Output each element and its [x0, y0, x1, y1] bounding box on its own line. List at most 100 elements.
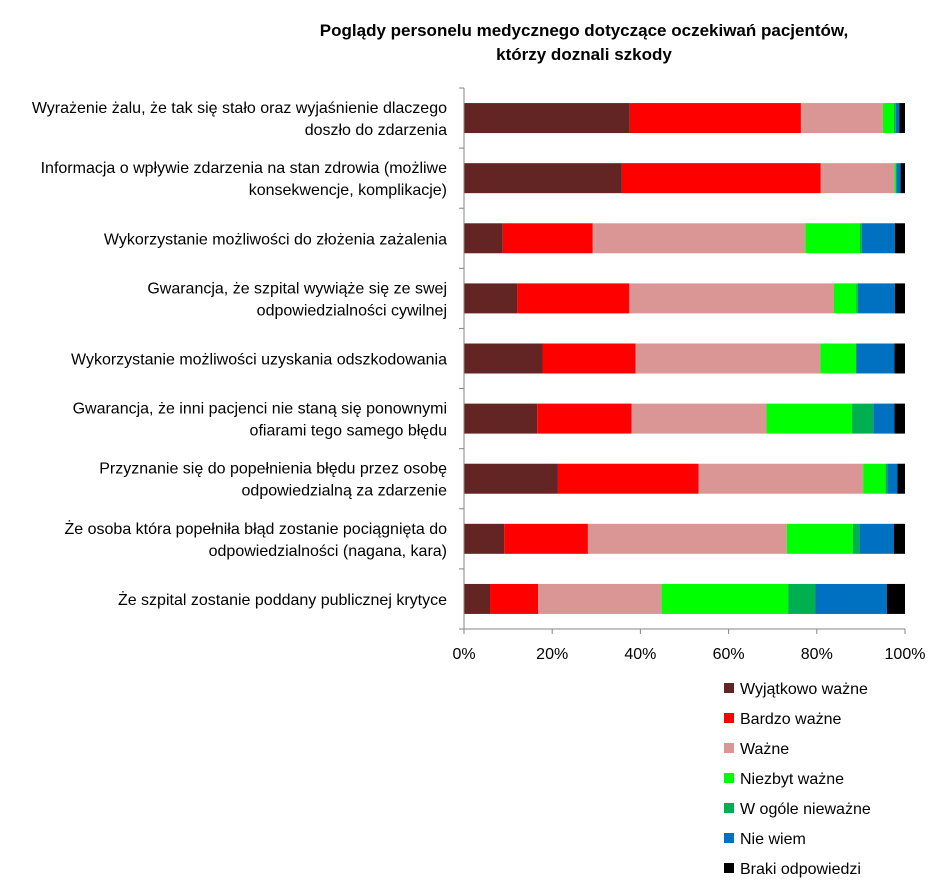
legend-swatch — [724, 683, 734, 693]
bar-segment — [661, 583, 789, 614]
legend-swatch — [724, 833, 734, 843]
bar-segment — [557, 463, 699, 494]
bar-segment — [788, 583, 816, 614]
bar-segment — [587, 523, 787, 554]
bar-segment — [894, 283, 905, 314]
category-label: Że osoba która popełniła błąd zostanie p… — [65, 519, 448, 538]
bar-segment — [786, 523, 853, 554]
bar-segment — [537, 403, 632, 434]
category-label: Wykorzystanie możliwości uzyskania odszk… — [71, 352, 447, 369]
bar-segment — [805, 223, 861, 254]
bar-segment — [629, 283, 834, 314]
bar-segment — [800, 103, 883, 134]
bar-segment — [629, 103, 801, 134]
category-label: Wyrażenie żalu, że tak się stało oraz wy… — [32, 100, 447, 117]
category-label: Wykorzystanie możliwości do złożenia zaż… — [104, 231, 447, 248]
legend-label: Wyjątkowo ważne — [740, 681, 868, 698]
bar-segment — [861, 223, 895, 254]
bar-segment — [873, 403, 895, 434]
bar-segment — [464, 163, 622, 194]
bar-segment — [895, 163, 897, 194]
category-label: odpowiedzialną za zdarzenie — [242, 483, 448, 500]
legend-swatch — [724, 773, 734, 783]
legend-swatch — [724, 743, 734, 753]
bar-segment — [464, 523, 505, 554]
chart-title-line: Poglądy personelu medycznego dotyczące o… — [320, 21, 848, 40]
bar-segment — [464, 103, 630, 134]
bar-segment — [698, 463, 864, 494]
bar-segment — [504, 523, 588, 554]
bar-segment — [538, 583, 662, 614]
bar-segment — [490, 583, 539, 614]
category-label: Informacja o wpływie zdarzenia na stan z… — [41, 160, 447, 177]
bar-segment — [852, 523, 860, 554]
category-label: Gwarancja, że szpital wywiąże się ze swe… — [147, 280, 447, 297]
bar-segment — [863, 463, 886, 494]
legend-swatch — [724, 803, 734, 813]
x-tick-label: 0% — [452, 646, 475, 663]
bar-segment — [895, 103, 900, 134]
bar-segment — [464, 583, 491, 614]
bar-segment — [621, 163, 821, 194]
bar-segment — [464, 223, 503, 254]
bar-segment — [894, 343, 905, 374]
bar-segment — [897, 463, 905, 494]
bar-segment — [885, 463, 888, 494]
bar-segment — [896, 163, 901, 194]
bar-segment — [887, 463, 898, 494]
bar-segment — [860, 223, 862, 254]
bar-segment — [464, 283, 518, 314]
bar-segment — [857, 283, 895, 314]
bar-segment — [894, 163, 896, 194]
bar-segment — [815, 583, 887, 614]
bar-segment — [820, 163, 895, 194]
bar-segment — [856, 343, 895, 374]
bar-segment — [517, 283, 630, 314]
legend-swatch — [724, 713, 734, 723]
bar-segment — [859, 523, 894, 554]
bar-segment — [464, 403, 538, 434]
x-tick-label: 60% — [713, 646, 745, 663]
bar-segment — [893, 103, 896, 134]
x-tick-label: 80% — [801, 646, 833, 663]
x-tick-label: 100% — [885, 646, 926, 663]
legend-label: Braki odpowiedzi — [740, 861, 861, 878]
bar-segment — [852, 403, 874, 434]
legend-label: Nie wiem — [740, 831, 806, 848]
bar-segment — [886, 583, 905, 614]
bar-segment — [542, 343, 636, 374]
x-tick-label: 40% — [624, 646, 656, 663]
legend-label: Niezbyt ważne — [740, 771, 844, 788]
category-label: Przyznanie się do popełnienia błędu prze… — [99, 461, 447, 478]
bar-segment — [592, 223, 806, 254]
bar-segment — [464, 463, 558, 494]
legend-label: Ważne — [740, 741, 789, 758]
bar-segment — [893, 523, 905, 554]
category-label: odpowiedzialności cywilnej — [257, 302, 447, 319]
bar-segment — [882, 103, 894, 134]
bar-segment — [834, 283, 857, 314]
category-label: ofiarami tego samego błędu — [250, 423, 447, 440]
bar-segment — [894, 403, 905, 434]
bar-segment — [464, 343, 543, 374]
legend-swatch — [724, 863, 734, 873]
bar-segment — [766, 403, 853, 434]
category-label: Że szpital zostanie poddany publicznej k… — [118, 590, 447, 609]
bar-segment — [900, 163, 905, 194]
bar-segment — [631, 403, 767, 434]
chart-title-line: którzy doznali szkody — [496, 45, 672, 64]
bar-segment — [635, 343, 821, 374]
bar-segment — [856, 283, 858, 314]
x-tick-label: 20% — [536, 646, 568, 663]
category-label: konsekwencje, komplikacje) — [249, 182, 447, 199]
category-label: doszło do zdarzenia — [305, 122, 447, 139]
category-label: Gwarancja, że inni pacjenci nie staną si… — [73, 401, 447, 418]
bar-segment — [502, 223, 593, 254]
bar-segment — [894, 223, 905, 254]
bar-segment — [899, 103, 905, 134]
bar-segment — [820, 343, 857, 374]
legend-label: Bardzo ważne — [740, 711, 841, 728]
legend-label: W ogóle nieważne — [740, 801, 871, 818]
category-label: odpowiedzialności (nagana, kara) — [209, 543, 447, 560]
